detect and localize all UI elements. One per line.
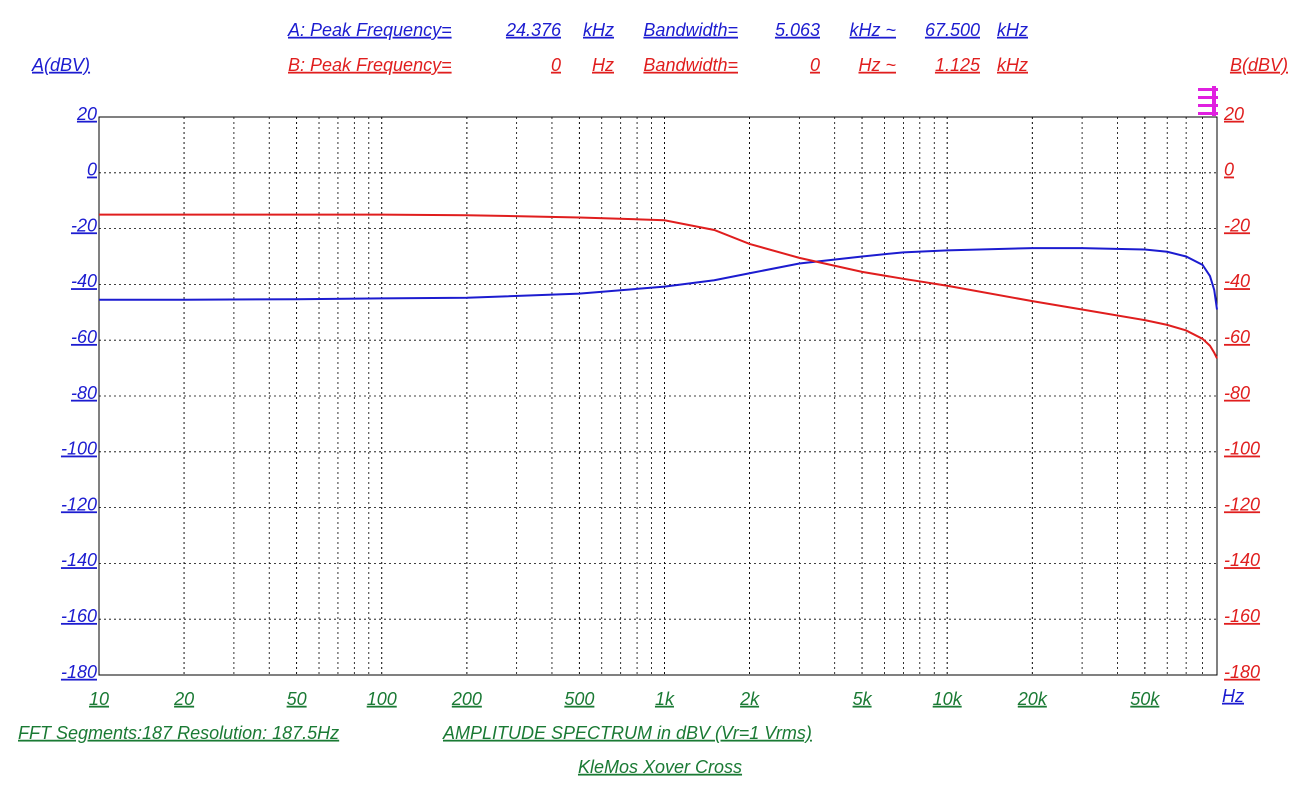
y-tick-label: 0 [87, 160, 97, 180]
y-tick-label: -40 [71, 271, 97, 291]
header-bw-low-unit: Hz ~ [858, 55, 896, 75]
y2-axis-label: B(dBV) [1230, 55, 1288, 75]
header-bw-high: 67.500 [925, 20, 980, 40]
x-tick-label: 200 [451, 689, 482, 709]
y2-tick-label: -140 [1224, 550, 1260, 570]
y-tick-label: -160 [61, 606, 97, 626]
x-tick-label: 500 [564, 689, 594, 709]
y2-tick-label: -120 [1224, 494, 1260, 514]
y2-tick-label: 0 [1224, 160, 1234, 180]
x-tick-label: 5k [853, 689, 873, 709]
y2-tick-label: -20 [1224, 215, 1250, 235]
x-tick-label: 10 [89, 689, 109, 709]
y2-tick-label: -40 [1224, 271, 1250, 291]
header-bw-low: 0 [810, 55, 820, 75]
footer-center: AMPLITUDE SPECTRUM in dBV (Vr=1 Vrms) [442, 723, 812, 743]
footer-title: KleMos Xover Cross [578, 757, 742, 777]
series-line [99, 213, 1218, 359]
header-bw-label: Bandwidth= [643, 20, 738, 40]
x-tick-label: 2k [739, 689, 760, 709]
y-tick-label: -120 [61, 494, 97, 514]
y-tick-label: -100 [61, 439, 97, 459]
y2-tick-label: -60 [1224, 327, 1250, 347]
header-bw-label: Bandwidth= [643, 55, 738, 75]
y2-tick-label: 20 [1223, 104, 1244, 124]
header-bw-high: 1.125 [935, 55, 981, 75]
y-axis-label: A(dBV) [31, 55, 90, 75]
header-bw-low-unit: kHz ~ [849, 20, 896, 40]
y2-tick-label: -160 [1224, 606, 1260, 626]
header-peak: 0 [551, 55, 561, 75]
y-tick-label: 20 [76, 104, 97, 124]
header-bw-high-unit: kHz [997, 55, 1028, 75]
y2-tick-label: -100 [1224, 439, 1260, 459]
header-peak-unit: Hz [592, 55, 614, 75]
y-tick-label: -140 [61, 550, 97, 570]
x-tick-label: 20 [173, 689, 194, 709]
header-label: A: Peak Frequency= [287, 20, 452, 40]
series-line [99, 247, 1218, 310]
y-tick-label: -80 [71, 383, 97, 403]
x-unit-label: Hz [1222, 686, 1244, 706]
header-bw-high-unit: kHz [997, 20, 1028, 40]
y2-tick-label: -80 [1224, 383, 1250, 403]
marker-icon [1198, 86, 1218, 116]
y2-tick-label: -180 [1224, 662, 1260, 682]
x-tick-label: 50 [287, 689, 307, 709]
x-tick-label: 1k [655, 689, 675, 709]
header-peak: 24.376 [505, 20, 562, 40]
header-peak-unit: kHz [583, 20, 614, 40]
header-label: B: Peak Frequency= [288, 55, 452, 75]
y-tick-label: -20 [71, 215, 97, 235]
x-tick-label: 20k [1017, 689, 1048, 709]
x-tick-label: 50k [1130, 689, 1160, 709]
header-bw-low: 5.063 [775, 20, 820, 40]
footer-left: FFT Segments:187 Resolution: 187.5Hz [18, 723, 339, 743]
y-tick-label: -180 [61, 662, 97, 682]
y-tick-label: -60 [71, 327, 97, 347]
x-tick-label: 10k [933, 689, 963, 709]
x-tick-label: 100 [367, 689, 397, 709]
